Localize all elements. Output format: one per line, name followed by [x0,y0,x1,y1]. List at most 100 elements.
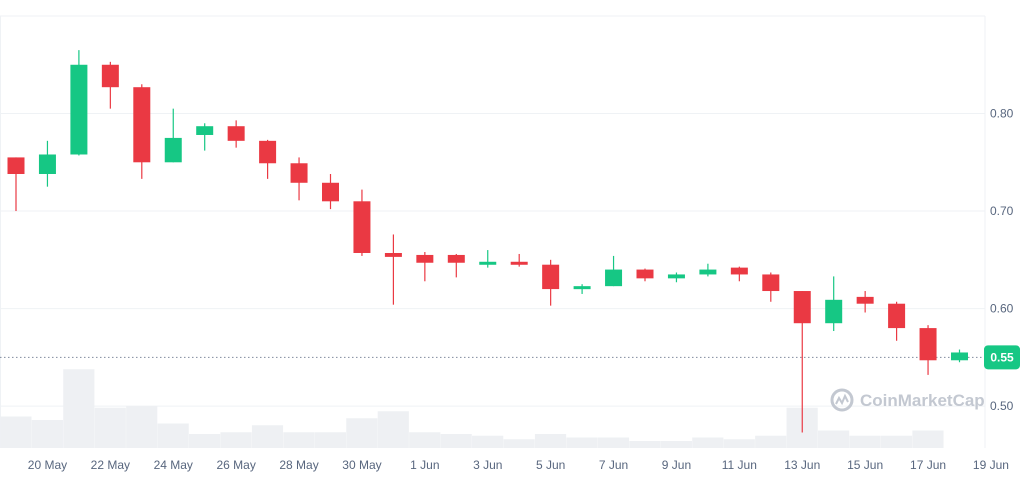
candle-up[interactable] [605,255,623,287]
candle-down[interactable] [101,61,119,109]
volume-bar [220,432,252,448]
candle-body [636,269,654,279]
x-tick-label: 5 Jun [536,458,565,472]
candle-down[interactable] [919,325,937,375]
candle-body [667,274,685,279]
current-price-badge: 0.55 [984,345,1020,370]
candle-down[interactable] [793,291,811,433]
candle-down[interactable] [447,253,465,278]
candle-up[interactable] [196,123,214,151]
volume-bar [0,416,32,448]
volume-bar [472,435,504,448]
candle-body [196,126,214,135]
volume-bar [566,437,598,448]
candle-body [793,291,811,324]
y-tick-label: 0.50 [990,399,1014,413]
x-tick-label: 11 Jun [722,458,757,472]
candle-body [730,267,748,275]
volume-bar [283,432,315,448]
candle-down[interactable] [7,157,25,212]
candle-body [259,140,277,164]
volume-bar [723,439,755,448]
volume-bar [660,441,692,448]
current-price-label: 0.55 [990,350,1014,364]
candle-body [699,269,717,275]
candle-down[interactable] [322,173,339,210]
candle-down[interactable] [227,120,245,148]
candle-up[interactable] [667,272,685,283]
candle-body [888,303,906,329]
x-tick-label: 1 Jun [410,458,439,472]
candle-down[interactable] [259,139,277,179]
volume-bar [880,435,913,448]
volume-bar [314,432,346,448]
x-tick-label: 30 May [342,458,381,472]
volume-bar [818,430,850,448]
candles [7,50,968,433]
watermark: CoinMarketCap [830,388,985,412]
candle-body [353,201,371,253]
candle-up[interactable] [70,50,88,156]
candle-down[interactable] [290,157,308,201]
volume-bars [0,369,944,448]
candle-down[interactable] [384,234,402,305]
candle-down[interactable] [730,266,748,282]
volume-bar [597,437,630,448]
x-tick-label: 13 Jun [784,458,820,472]
watermark-text: CoinMarketCap [860,391,985,410]
candle-body [919,328,937,361]
candle-body [7,157,25,174]
candle-down[interactable] [856,291,874,313]
x-tick-label: 17 Jun [910,458,946,472]
candle-body [133,87,151,163]
volume-bar [189,434,221,448]
candle-down[interactable] [542,259,560,306]
candle-body [573,286,591,290]
candle-down[interactable] [416,252,434,282]
x-axis: 20 May 22 May 24 May 26 May 28 May 30 May 1 Ju… [28,458,1009,472]
candle-up[interactable] [825,276,843,332]
x-tick-label: 9 Jun [662,458,691,472]
x-tick-label: 22 May [91,458,130,472]
x-tick-label: 24 May [154,458,193,472]
volume-bar [346,418,378,448]
volume-bar [126,406,158,448]
candle-up[interactable] [164,108,182,163]
x-tick-label: 28 May [279,458,318,472]
candle-body [290,163,308,183]
candle-body [384,252,402,257]
candle-down[interactable] [133,84,151,179]
candle-up[interactable] [38,140,56,187]
x-tick-label: 26 May [216,458,255,472]
candle-up[interactable] [699,263,717,277]
candle-up[interactable] [573,284,591,294]
candle-body [101,64,119,88]
candle-body [322,182,339,202]
volume-bar [849,435,881,448]
candle-down[interactable] [353,189,371,256]
candle-body [479,261,497,265]
x-tick-label: 3 Jun [473,458,502,472]
volume-bar [692,437,724,448]
y-tick-label: 0.60 [990,302,1014,316]
candle-up[interactable] [479,250,497,268]
volume-bar [409,432,441,448]
volume-bar [440,434,472,448]
volume-bar [503,439,535,448]
candle-down[interactable] [510,253,528,267]
volume-bar [755,435,787,448]
candle-body [951,352,968,361]
x-tick-label: 15 Jun [847,458,883,472]
candle-body [227,126,245,141]
grid-lines [0,15,986,448]
volume-bar [157,423,189,448]
coinmarketcap-logo-icon [830,388,854,412]
volume-bar [629,441,661,448]
candle-up[interactable] [951,349,968,363]
candle-body [447,254,465,263]
candle-down[interactable] [762,272,780,302]
candle-down[interactable] [888,301,906,341]
volume-bar [63,369,95,448]
candle-down[interactable] [636,268,654,282]
